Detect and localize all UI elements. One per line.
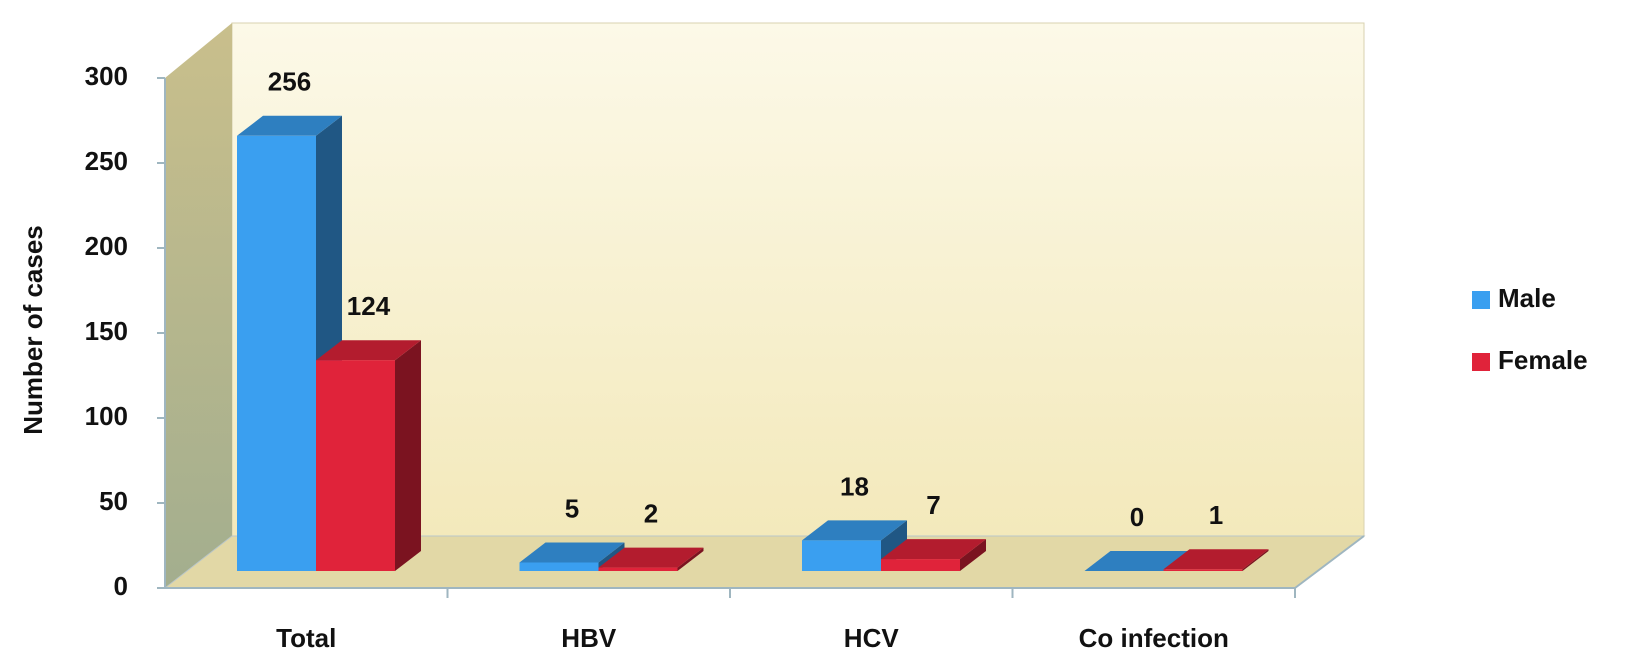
bar-side [960, 539, 986, 571]
bar [519, 562, 599, 571]
bar-top [1163, 549, 1269, 570]
legend-swatch [1472, 291, 1490, 309]
y-tick-label: 150 [85, 316, 128, 346]
data-label: 2 [644, 498, 658, 528]
bar-top [881, 539, 986, 560]
bar [316, 360, 395, 571]
y-tick-label: 200 [85, 231, 128, 261]
data-label: 0 [1130, 502, 1144, 532]
data-label: 1 [1209, 500, 1223, 530]
bar [802, 540, 881, 571]
bar-side [395, 340, 421, 571]
legend-label: Female [1498, 345, 1588, 375]
y-tick-label: 50 [99, 486, 128, 516]
legend-swatch [1472, 353, 1490, 371]
data-label: 7 [926, 490, 940, 520]
bar-side [1242, 549, 1269, 571]
y-tick-label: 300 [85, 61, 128, 91]
y-tick-label: 100 [85, 401, 128, 431]
x-tick-label: HCV [844, 623, 900, 653]
bar-top [1084, 551, 1190, 571]
bar-side [677, 547, 704, 571]
bar [598, 567, 678, 571]
data-label: 5 [565, 493, 579, 523]
y-tick-label: 250 [85, 146, 128, 176]
bar-top [802, 520, 907, 541]
legend-label: Male [1498, 283, 1556, 313]
bar-top [598, 547, 704, 568]
bar [237, 135, 316, 572]
bar [881, 559, 960, 571]
bar [1163, 569, 1243, 571]
data-label: 256 [268, 67, 311, 97]
x-tick-label: Total [276, 623, 336, 653]
bar-top [519, 542, 625, 563]
x-tick-label: HBV [561, 623, 617, 653]
data-label: 124 [347, 291, 391, 321]
x-tick-label: Co infection [1079, 623, 1229, 653]
y-axis-title: Number of cases [18, 225, 48, 435]
data-label: 18 [840, 471, 869, 501]
bar-top [316, 340, 421, 361]
floor-edge [1294, 535, 1365, 589]
side-wall [165, 23, 232, 588]
y-tick-label: 0 [114, 571, 128, 601]
bar-top [237, 115, 342, 136]
